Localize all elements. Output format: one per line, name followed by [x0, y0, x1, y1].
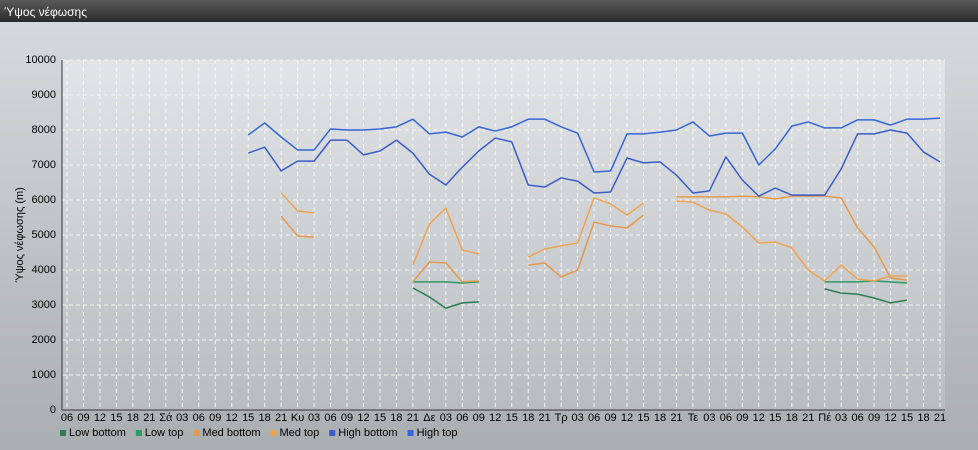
- x-tick-label: 06: [588, 412, 600, 424]
- series-line: [412, 287, 908, 309]
- x-tick-label: Τε: [688, 412, 699, 424]
- x-tick-label: 21: [407, 412, 419, 424]
- x-tick-label: 06: [720, 412, 732, 424]
- x-tick-label: 03: [308, 412, 320, 424]
- x-tick-label: 12: [753, 412, 765, 424]
- y-tick-label: 9000: [32, 89, 56, 101]
- y-tick-label: 5000: [32, 229, 56, 241]
- series-line: [247, 117, 941, 173]
- x-tick-label: 18: [522, 412, 534, 424]
- x-tick-label: 18: [259, 412, 271, 424]
- y-tick-label: 0: [50, 404, 56, 416]
- x-tick-label: 06: [193, 412, 205, 424]
- x-tick-label: 06: [852, 412, 864, 424]
- y-tick-label: 7000: [32, 159, 56, 171]
- y-tick-label: 6000: [32, 194, 56, 206]
- y-tick-label: 1000: [32, 369, 56, 381]
- y-tick-label: 8000: [32, 124, 56, 136]
- x-tick-label: Τρ: [555, 412, 568, 424]
- x-tick-label: 09: [473, 412, 485, 424]
- x-tick-label: 12: [621, 412, 633, 424]
- x-tick-label: 12: [489, 412, 501, 424]
- x-tick-label: 09: [209, 412, 221, 424]
- legend-label: Med bottom: [202, 427, 260, 439]
- x-tick-label: 06: [324, 412, 336, 424]
- x-tick-label: 09: [341, 412, 353, 424]
- x-tick-label: 03: [176, 412, 188, 424]
- x-tick-label: 18: [786, 412, 798, 424]
- legend-swatch: [407, 430, 414, 436]
- x-tick-label: 03: [835, 412, 847, 424]
- x-tick-label: 12: [884, 412, 896, 424]
- legend-label: High bottom: [338, 427, 397, 439]
- window-title: Ύψος νέφωσης: [4, 5, 87, 19]
- x-tick-label: 09: [868, 412, 880, 424]
- legend-label: High top: [417, 427, 458, 439]
- y-tick-label: 2000: [32, 334, 56, 346]
- legend-swatch: [60, 430, 66, 436]
- series-line: [280, 195, 908, 283]
- legend-swatch: [135, 430, 142, 436]
- x-tick-label: 12: [226, 412, 238, 424]
- series-line: [412, 280, 908, 284]
- x-tick-label: Πέ: [818, 412, 831, 424]
- x-tick-label: 21: [275, 412, 287, 424]
- legend-label: Med top: [280, 427, 320, 439]
- series-line: [247, 129, 941, 197]
- x-tick-label: 15: [901, 412, 913, 424]
- x-tick-label: 18: [390, 412, 402, 424]
- x-tick-label: 03: [703, 412, 715, 424]
- x-tick-label: Δε: [423, 412, 435, 424]
- x-tick-label: 09: [736, 412, 748, 424]
- chart: Ύψος νέφωσης (m) 0 1000 2000 3000 4000 5000 60…: [0, 22, 978, 450]
- legend-swatch: [193, 430, 200, 436]
- legend-label: Low bottom: [69, 427, 126, 439]
- x-tick-label: 12: [94, 412, 106, 424]
- x-tick-label: 15: [242, 412, 254, 424]
- y-tick-label: 4000: [32, 264, 56, 276]
- x-tick-label: Κυ: [291, 412, 304, 424]
- x-tick-label: 06: [456, 412, 468, 424]
- x-tick-label: 18: [917, 412, 929, 424]
- x-tick-label: 21: [143, 412, 155, 424]
- x-tick-label: 18: [654, 412, 666, 424]
- series-line: [280, 192, 908, 282]
- x-tick-label: 15: [506, 412, 518, 424]
- y-tick-label: 3000: [32, 299, 56, 311]
- x-tick-label: 15: [769, 412, 781, 424]
- x-tick-label: 21: [934, 412, 946, 424]
- legend-swatch: [329, 430, 336, 436]
- x-tick-label: 15: [637, 412, 649, 424]
- x-tick-label: 06: [61, 412, 73, 424]
- x-tick-label: 21: [802, 412, 814, 424]
- x-tick-label: 21: [670, 412, 682, 424]
- x-tick-label: 15: [374, 412, 386, 424]
- x-tick-label: 12: [357, 412, 369, 424]
- legend-label: Low top: [145, 427, 184, 439]
- x-tick-label: Σά: [159, 412, 173, 424]
- x-tick-label: 18: [127, 412, 139, 424]
- y-tick-label: 10000: [25, 54, 56, 66]
- title-bar: Ύψος νέφωσης: [0, 0, 978, 22]
- legend-swatch: [270, 430, 277, 436]
- x-tick-label: 03: [571, 412, 583, 424]
- y-axis-label: Ύψος νέφωσης (m): [14, 187, 26, 283]
- x-tick-label: 09: [604, 412, 616, 424]
- x-tick-label: 09: [77, 412, 89, 424]
- x-tick-label: 15: [110, 412, 122, 424]
- x-tick-label: 21: [539, 412, 551, 424]
- x-tick-label: 03: [440, 412, 452, 424]
